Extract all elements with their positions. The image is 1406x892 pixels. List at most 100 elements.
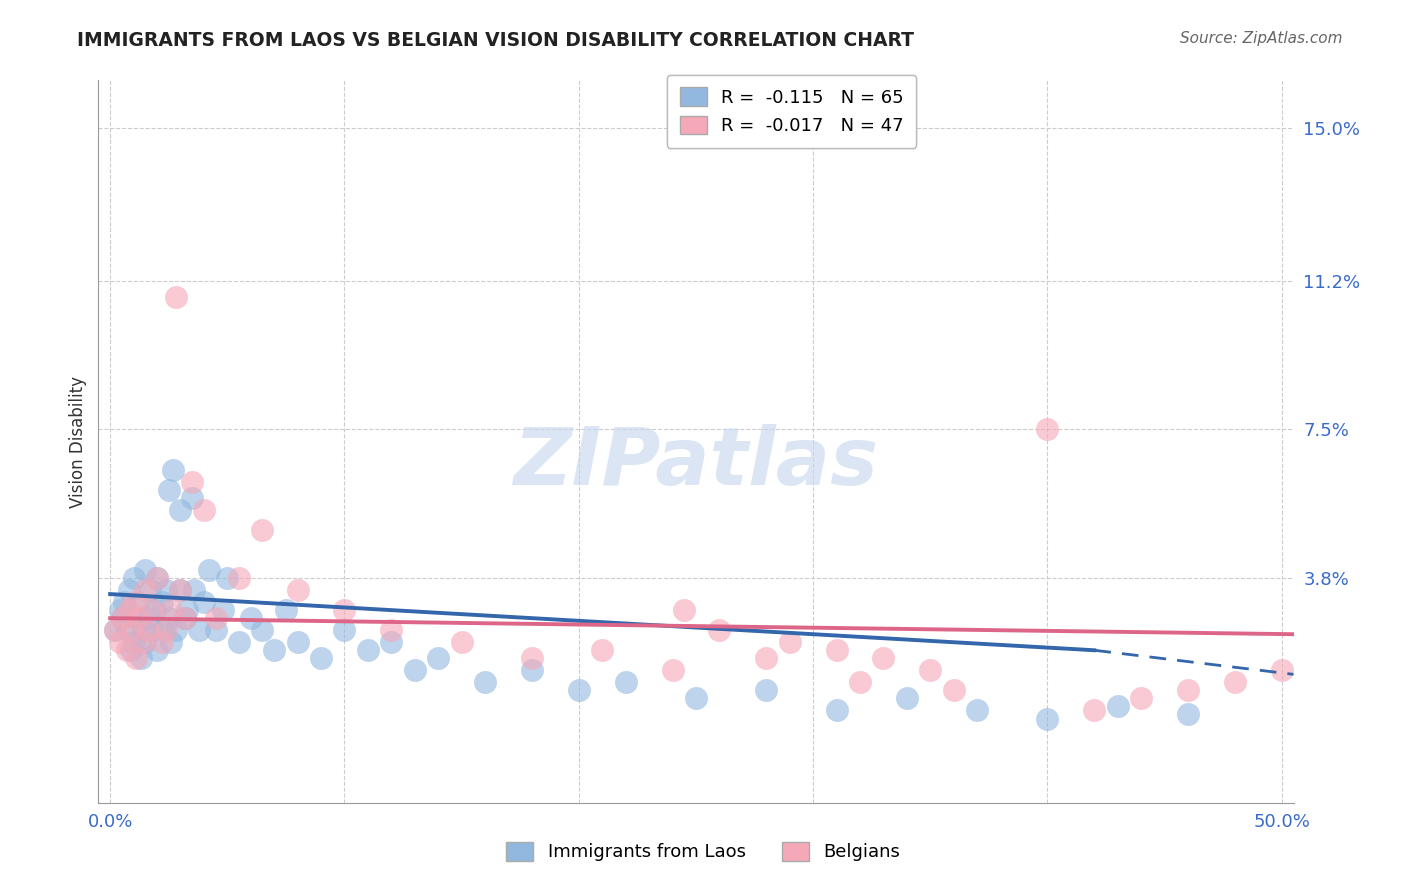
Point [211,603,233,617]
Point [966,703,988,717]
Point [287,583,309,598]
Point [755,683,778,698]
Point [217,571,239,585]
Point [132,623,155,637]
Point [193,595,215,609]
Point [1107,699,1129,714]
Point [150,635,173,649]
Text: IMMIGRANTS FROM LAOS VS BELGIAN VISION DISABILITY CORRELATION CHART: IMMIGRANTS FROM LAOS VS BELGIAN VISION D… [77,31,914,50]
Point [127,611,149,625]
Point [129,651,152,665]
Point [134,563,156,577]
Point [568,683,591,698]
Legend: Immigrants from Laos, Belgians: Immigrants from Laos, Belgians [494,830,912,874]
Point [193,502,215,516]
Point [139,583,162,598]
Point [380,623,402,637]
Point [450,635,472,649]
Point [169,583,191,598]
Point [1036,423,1059,437]
Point [104,623,127,637]
Point [204,623,226,637]
Point [143,603,166,617]
Text: ZIPatlas: ZIPatlas [513,425,879,502]
Point [118,583,141,598]
Point [204,611,226,625]
Point [146,571,169,585]
Point [1271,664,1294,678]
Point [427,651,450,665]
Point [134,635,156,649]
Point [661,664,683,678]
Point [146,643,169,657]
Point [357,643,380,657]
Point [709,623,731,637]
Point [169,502,191,516]
Point [309,651,332,665]
Point [896,691,918,706]
Point [1130,691,1153,706]
Point [160,635,183,649]
Point [174,611,197,625]
Point [181,491,204,505]
Point [872,651,894,665]
Point [169,583,191,598]
Point [141,603,163,617]
Point [111,611,134,625]
Point [779,635,801,649]
Point [181,475,204,489]
Point [333,623,356,637]
Point [274,603,297,617]
Point [176,603,198,617]
Point [1177,683,1199,698]
Point [157,483,180,497]
Point [136,611,159,625]
Point [122,571,145,585]
Point [146,571,169,585]
Point [115,643,138,657]
Point [474,675,496,690]
Point [120,623,142,637]
Point [591,643,613,657]
Point [122,595,145,609]
Point [118,603,141,617]
Point [165,290,187,304]
Text: Source: ZipAtlas.com: Source: ZipAtlas.com [1180,31,1343,46]
Point [108,603,131,617]
Y-axis label: Vision Disability: Vision Disability [69,376,87,508]
Point [125,611,148,625]
Point [252,623,274,637]
Legend: R =  -0.115   N = 65, R =  -0.017   N = 47: R = -0.115 N = 65, R = -0.017 N = 47 [666,75,917,148]
Point [239,611,262,625]
Point [825,703,848,717]
Point [111,611,134,625]
Point [252,523,274,537]
Point [112,595,135,609]
Point [122,635,145,649]
Point [132,635,155,649]
Point [825,643,848,657]
Point [404,664,426,678]
Point [520,651,543,665]
Point [1177,707,1199,722]
Point [942,683,965,698]
Point [380,635,402,649]
Point [150,595,173,609]
Point [108,635,131,649]
Point [104,623,127,637]
Point [120,643,142,657]
Point [157,611,180,625]
Point [183,583,205,598]
Point [333,603,356,617]
Point [115,623,138,637]
Point [134,583,156,598]
Point [520,664,543,678]
Point [1223,675,1246,690]
Point [263,643,285,657]
Point [174,611,197,625]
Point [197,563,219,577]
Point [228,571,250,585]
Point [160,603,183,617]
Point [162,462,184,476]
Point [920,664,942,678]
